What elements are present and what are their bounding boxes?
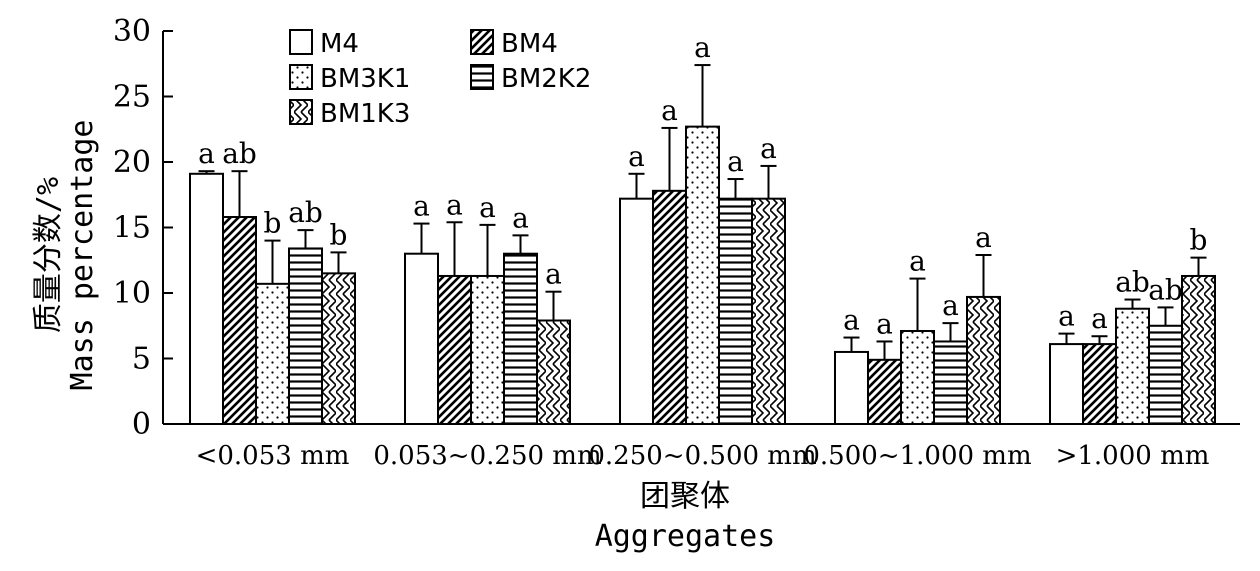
bar-bm3k1	[255, 282, 290, 425]
x-axis-title-en: Aggregates	[595, 519, 776, 554]
bar-bm2k2	[933, 340, 968, 425]
significance-label: a	[760, 132, 777, 165]
significance-label: a	[843, 304, 860, 337]
significance-label: a	[1058, 300, 1075, 333]
bar-bm4	[652, 189, 687, 425]
significance-label: a	[545, 258, 562, 291]
bar-m4	[404, 252, 439, 425]
legend-swatch	[470, 64, 494, 90]
bar-bm3k1	[1115, 307, 1150, 425]
bar-m4	[1049, 343, 1084, 425]
y-tick-label: 10	[113, 276, 151, 311]
bar-bm3k1	[900, 329, 935, 425]
significance-label: ab	[1148, 273, 1183, 306]
y-axis: 0 5 10 15 20 25 30	[113, 14, 173, 442]
bar-bm1k3	[751, 197, 786, 425]
y-tick-label: 0	[132, 407, 151, 442]
legend: M4 BM4 BM3K1 BM2K2 BM1K3	[289, 29, 591, 129]
significance-label: a	[1091, 302, 1108, 335]
legend-label: BM1K3	[320, 99, 410, 129]
y-tick-label: 20	[113, 145, 151, 180]
y-tick-label: 15	[113, 211, 151, 246]
bar-m4	[619, 197, 654, 425]
significance-label: b	[330, 218, 348, 251]
bar-bm4	[1082, 343, 1117, 425]
significance-label: a	[198, 137, 215, 170]
significance-label: a	[661, 94, 678, 127]
significance-label: a	[942, 289, 959, 322]
significance-label: a	[628, 140, 645, 173]
bar-m4	[834, 350, 869, 426]
significance-label: a	[512, 201, 529, 234]
legend-swatch	[289, 64, 313, 90]
legend-swatch	[470, 29, 494, 55]
y-tick-label: 25	[113, 80, 151, 115]
x-category-label: >1.000 mm	[1056, 441, 1210, 471]
significance-label: ab	[1115, 266, 1150, 299]
significance-label: a	[479, 191, 496, 224]
bar-bm4	[222, 216, 257, 425]
bar-bm1k3	[1181, 274, 1216, 425]
bar-bm1k3	[321, 272, 356, 425]
significance-label: a	[876, 307, 893, 340]
significance-label: ab	[288, 196, 323, 229]
y-tick-label: 5	[132, 342, 151, 377]
significance-label: b	[264, 207, 282, 240]
x-category-label: 0.500~1.000 mm	[803, 441, 1031, 471]
significance-label: a	[975, 221, 992, 254]
significance-label: a	[446, 188, 463, 221]
legend-swatch	[289, 99, 313, 125]
legend-label: M4	[320, 29, 359, 59]
bar-bm1k3	[536, 319, 571, 426]
bar-bm2k2	[503, 252, 538, 425]
bar-m4	[189, 172, 224, 425]
x-category-label: 0.053~0.250 mm	[373, 441, 601, 471]
bar-bm3k1	[470, 274, 505, 425]
significance-label: a	[694, 31, 711, 64]
legend-label: BM4	[501, 29, 558, 59]
significance-label: a	[413, 190, 430, 223]
significance-label: a	[727, 145, 744, 178]
x-category-label: <0.053 mm	[196, 441, 350, 471]
significance-label: a	[909, 245, 926, 278]
category-labels: <0.053 mm 0.053~0.250 mm0.250~0.500 mm0.5…	[196, 441, 1210, 471]
significance-label: ab	[222, 137, 257, 170]
bar-bm3k1	[685, 125, 720, 425]
bar-bm2k2	[718, 197, 753, 425]
legend-swatch	[289, 29, 313, 55]
x-category-label: 0.250~0.500 mm	[588, 441, 816, 471]
y-axis-title-en: Mass percentage	[65, 120, 100, 391]
bar-bm4	[867, 358, 902, 425]
bar-bm4	[437, 274, 472, 425]
y-tick-label: 30	[113, 14, 151, 49]
legend-label: BM2K2	[501, 64, 591, 94]
bar-bm2k2	[1148, 324, 1183, 425]
y-axis-title: 质量分数/% Mass percentage	[31, 120, 100, 391]
y-axis-title-cn: 质量分数/%	[31, 177, 66, 333]
x-axis-title-cn: 团聚体	[640, 479, 730, 514]
significance-label: b	[1190, 224, 1208, 257]
legend-label: BM3K1	[320, 64, 410, 94]
bar-bm2k2	[288, 247, 323, 425]
bar-bm1k3	[966, 295, 1001, 425]
